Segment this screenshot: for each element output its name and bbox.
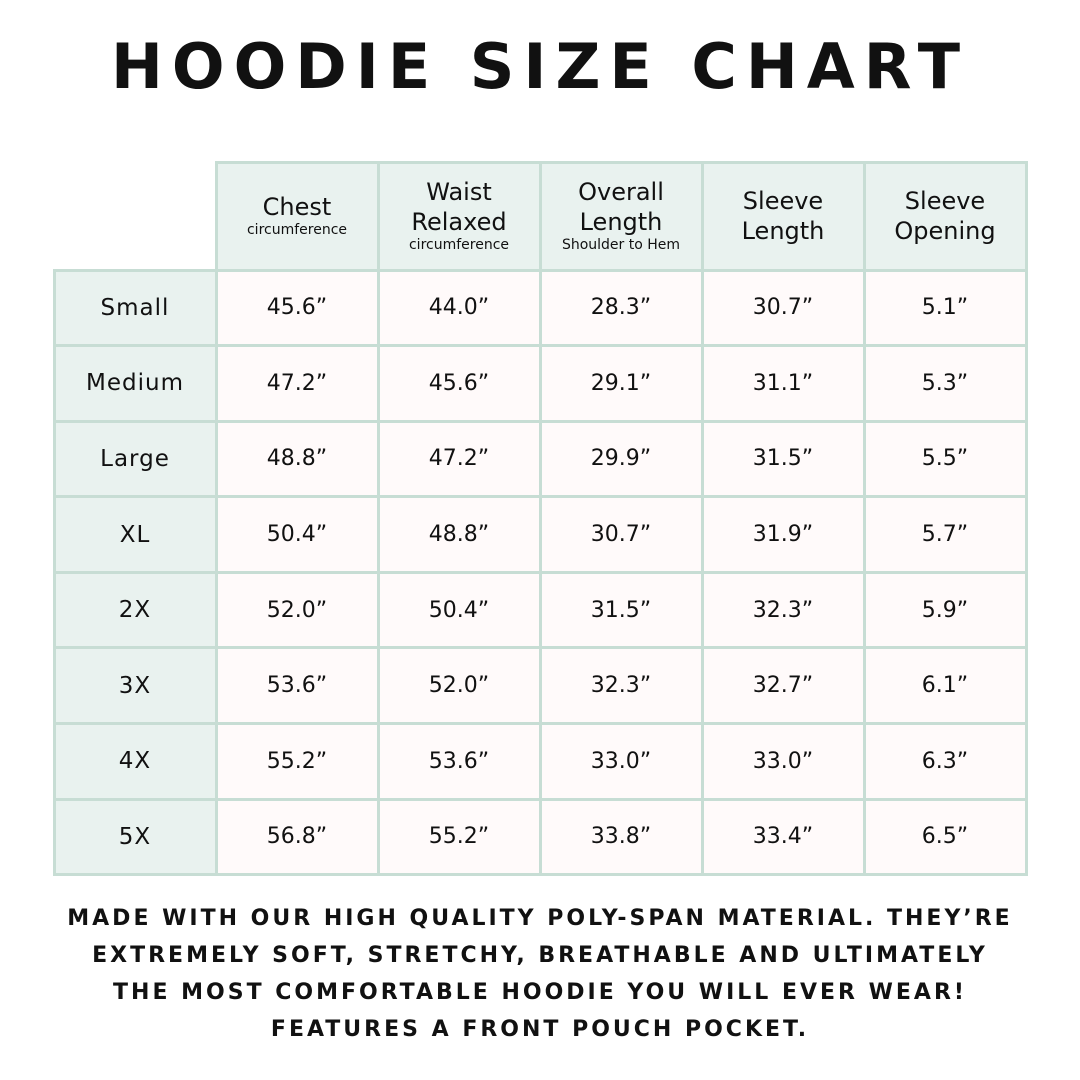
column-header: Waist Relaxed circumference	[376, 160, 542, 272]
column-label: Waist Relaxed	[411, 178, 507, 237]
measurement-cell: 47.2”	[376, 419, 542, 499]
measurement-cell: 50.4”	[376, 570, 542, 650]
column-label: Sleeve Opening	[894, 187, 996, 245]
measurement-cell: 6.3”	[862, 722, 1028, 801]
measurement-cell: 5.3”	[862, 344, 1028, 423]
measurement-cell: 31.5”	[538, 570, 704, 650]
column-label: Chest	[262, 193, 332, 222]
measurement-cell: 5.9”	[862, 570, 1028, 650]
measurement-cell: 30.7”	[538, 495, 704, 574]
size-label: 2X	[52, 570, 218, 650]
measurement-cell: 45.6”	[214, 268, 380, 348]
measurement-cell: 5.7”	[862, 495, 1028, 574]
measurement-cell: 56.8”	[214, 797, 380, 877]
measurement-cell: 30.7”	[700, 268, 866, 348]
measurement-cell: 45.6”	[376, 344, 542, 423]
description-line: extremely soft, stretchy, breathable and…	[92, 943, 988, 968]
measurement-cell: 48.8”	[376, 495, 542, 574]
measurement-cell: 6.5”	[862, 797, 1028, 877]
size-label: Medium	[52, 344, 218, 423]
measurement-cell: 6.1”	[862, 646, 1028, 726]
column-header: Chest circumference	[214, 160, 380, 272]
column-header: Sleeve Opening	[862, 160, 1028, 272]
page-title: HOODIE SIZE CHART	[110, 30, 969, 103]
measurement-cell: 28.3”	[538, 268, 704, 348]
column-header: Overall Length Shoulder to Hem	[538, 160, 704, 272]
column-sublabel: Shoulder to Hem	[561, 237, 681, 254]
column-label: Sleeve Length	[741, 187, 825, 245]
measurement-cell: 53.6”	[214, 646, 380, 726]
measurement-cell: 31.9”	[700, 495, 866, 574]
measurement-cell: 32.3”	[700, 570, 866, 650]
size-label: 4X	[52, 722, 218, 801]
measurement-cell: 47.2”	[214, 344, 380, 423]
measurement-cell: 5.1”	[862, 268, 1028, 348]
column-sublabel: circumference	[408, 237, 510, 254]
measurement-cell: 29.9”	[538, 419, 704, 499]
measurement-cell: 32.3”	[538, 646, 704, 726]
measurement-cell: 29.1”	[538, 344, 704, 423]
size-label: 3X	[52, 646, 218, 726]
measurement-cell: 32.7”	[700, 646, 866, 726]
product-description: Made with our high quality poly-span mat…	[0, 900, 1080, 1048]
measurement-cell: 33.4”	[700, 797, 866, 877]
measurement-cell: 5.5”	[862, 419, 1028, 499]
measurement-cell: 33.0”	[700, 722, 866, 801]
column-header: Sleeve Length	[700, 160, 866, 272]
size-label: XL	[52, 495, 218, 574]
measurement-cell: 50.4”	[214, 495, 380, 574]
description-line: the most comfortable hoodie you will eve…	[113, 980, 967, 1005]
measurement-cell: 48.8”	[214, 419, 380, 499]
measurement-cell: 31.1”	[700, 344, 866, 423]
column-label: Overall Length	[578, 178, 664, 237]
size-label: 5X	[52, 797, 218, 877]
corner-cell	[53, 161, 218, 272]
size-label: Small	[52, 268, 218, 348]
measurement-cell: 55.2”	[214, 722, 380, 801]
column-sublabel: circumference	[246, 222, 348, 239]
measurement-cell: 52.0”	[214, 570, 380, 650]
measurement-cell: 31.5”	[700, 419, 866, 499]
measurement-cell: 33.8”	[538, 797, 704, 877]
description-line: Features a front pouch pocket.	[270, 1017, 810, 1042]
description-line: Made with our high quality poly-span mat…	[67, 906, 1013, 931]
measurement-cell: 52.0”	[376, 646, 542, 726]
measurement-cell: 53.6”	[376, 722, 542, 801]
measurement-cell: 33.0”	[538, 722, 704, 801]
size-label: Large	[52, 419, 218, 499]
measurement-cell: 55.2”	[376, 797, 542, 877]
measurement-cell: 44.0”	[376, 268, 542, 348]
size-chart-table: Chest circumference Waist Relaxed circumfer…	[52, 160, 1028, 877]
